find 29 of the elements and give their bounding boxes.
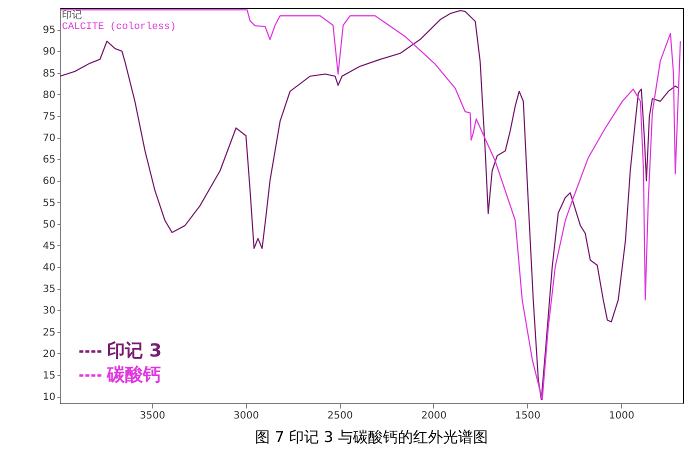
y-tick-label: 45 (42, 240, 56, 252)
annotation: CALCITE (colorless) (62, 21, 176, 33)
y-tick-label: 85 (42, 68, 56, 80)
y-tick-label: 30 (42, 306, 56, 317)
x-tick-label: 2000 (421, 410, 447, 422)
y-tick-label: 50 (42, 219, 56, 230)
y-tick-label: 25 (42, 327, 56, 338)
y-tick-label: 15 (42, 370, 56, 382)
x-tick-label: 1000 (608, 410, 634, 422)
y-tick-label: 10 (42, 392, 56, 404)
y-tick-label: 75 (42, 111, 56, 122)
y-tick-label: 20 (42, 348, 56, 360)
y-tick-label: 55 (42, 198, 56, 209)
annotation: 印记 (62, 9, 82, 22)
y-tick-label: 70 (42, 133, 56, 144)
y-tick-label: 80 (42, 90, 56, 101)
x-tick-label: 1500 (515, 410, 540, 422)
text: 图 7 印记 3 与碳酸钙的红外光谱图 (254, 428, 488, 446)
x-tick-label: 3500 (140, 410, 166, 422)
x-tick-label: 2500 (327, 410, 353, 422)
y-tick-label: 35 (42, 284, 56, 296)
y-tick-label: 65 (42, 154, 56, 166)
legend-label: 印记 3 (107, 340, 162, 362)
x-tick-label: 3000 (234, 410, 259, 422)
y-tick-label: 95 (42, 25, 56, 36)
y-tick-label: 60 (42, 176, 56, 188)
y-tick-label: 90 (42, 46, 56, 58)
y-tick-label: 40 (42, 262, 56, 274)
legend-label: 碳酸钙 (106, 364, 161, 386)
